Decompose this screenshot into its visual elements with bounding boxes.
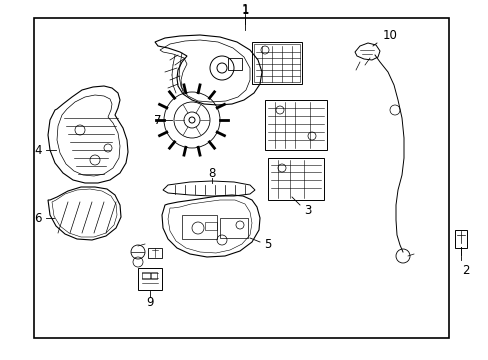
Bar [227, 58, 242, 70]
Bar [148, 248, 162, 258]
Bar [138, 268, 162, 290]
Text: 3: 3 [304, 203, 311, 216]
Text: 5: 5 [264, 239, 271, 252]
Bar [204, 222, 217, 230]
Text: 2: 2 [461, 264, 469, 276]
Text: 1: 1 [241, 3, 248, 15]
Text: 4: 4 [34, 144, 41, 157]
Bar [34, 18, 448, 338]
Text: 1: 1 [241, 4, 248, 17]
Bar [151, 272, 157, 279]
Bar [253, 44, 299, 82]
Text: 6: 6 [34, 212, 41, 225]
Bar [251, 42, 302, 84]
Bar [142, 272, 150, 279]
Bar [182, 215, 217, 239]
Text: 8: 8 [208, 166, 215, 180]
Text: 9: 9 [146, 297, 153, 310]
Bar [264, 100, 326, 150]
Text: 10: 10 [382, 28, 397, 41]
Bar [454, 230, 466, 248]
Bar [267, 158, 324, 200]
Bar [220, 218, 247, 238]
Text: 7: 7 [154, 113, 162, 126]
